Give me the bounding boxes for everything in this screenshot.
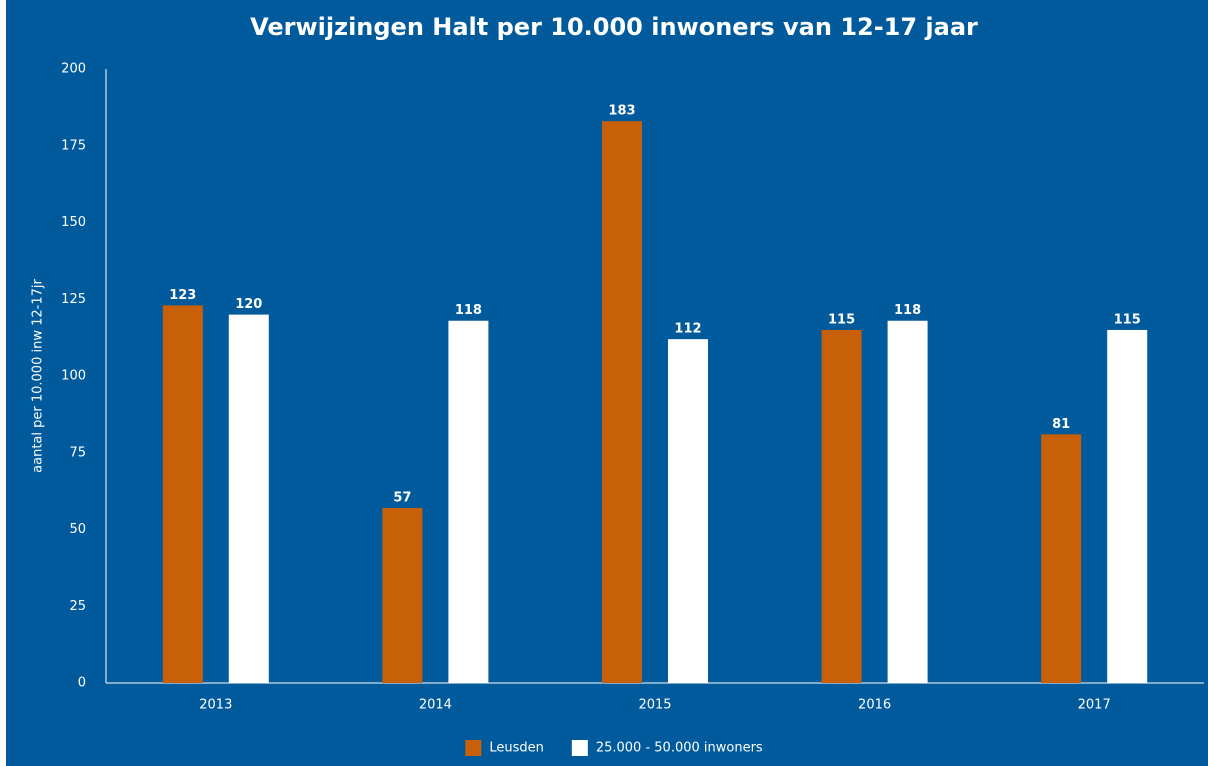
x-tick-label: 2017 <box>1078 698 1111 713</box>
y-tick-label: 25 <box>69 599 86 614</box>
y-tick-label: 75 <box>69 445 86 460</box>
x-tick-label: 2014 <box>419 698 452 713</box>
bar <box>1107 329 1148 683</box>
value-label: 118 <box>894 303 921 318</box>
x-tick-label: 2013 <box>199 698 232 713</box>
x-tick-label: 2016 <box>858 698 891 713</box>
value-label: 112 <box>674 322 701 337</box>
bar <box>602 121 642 683</box>
bar <box>887 320 928 683</box>
value-label: 115 <box>828 312 855 327</box>
value-label: 57 <box>393 491 411 506</box>
bar <box>448 320 489 683</box>
y-tick-label: 200 <box>61 62 86 77</box>
bar <box>668 339 708 683</box>
x-tick-label: 2015 <box>638 698 671 713</box>
y-axis-label: aantal per 10.000 inw 12-17jr <box>31 279 46 473</box>
y-tick-label: 0 <box>78 676 86 691</box>
bar <box>821 329 862 683</box>
value-label: 120 <box>235 297 262 312</box>
y-tick-label: 125 <box>61 292 86 307</box>
value-label: 115 <box>1114 312 1141 327</box>
value-label: 123 <box>169 288 196 303</box>
value-label: 183 <box>608 104 635 119</box>
legend-swatch <box>571 740 588 756</box>
bar <box>228 314 269 683</box>
bar <box>382 508 423 683</box>
value-label: 118 <box>455 303 482 318</box>
y-tick-label: 100 <box>61 369 86 384</box>
legend-label: Leusden <box>489 741 544 756</box>
bar <box>162 305 203 683</box>
legend-swatch <box>465 740 482 756</box>
value-label: 81 <box>1052 417 1070 432</box>
bar <box>1041 434 1082 683</box>
y-tick-label: 175 <box>61 138 86 153</box>
chart-title: Verwijzingen Halt per 10.000 inwoners va… <box>250 13 978 41</box>
legend-label: 25.000 - 50.000 inwoners <box>596 741 763 756</box>
y-tick-label: 50 <box>69 522 86 537</box>
y-tick-label: 150 <box>61 215 86 230</box>
